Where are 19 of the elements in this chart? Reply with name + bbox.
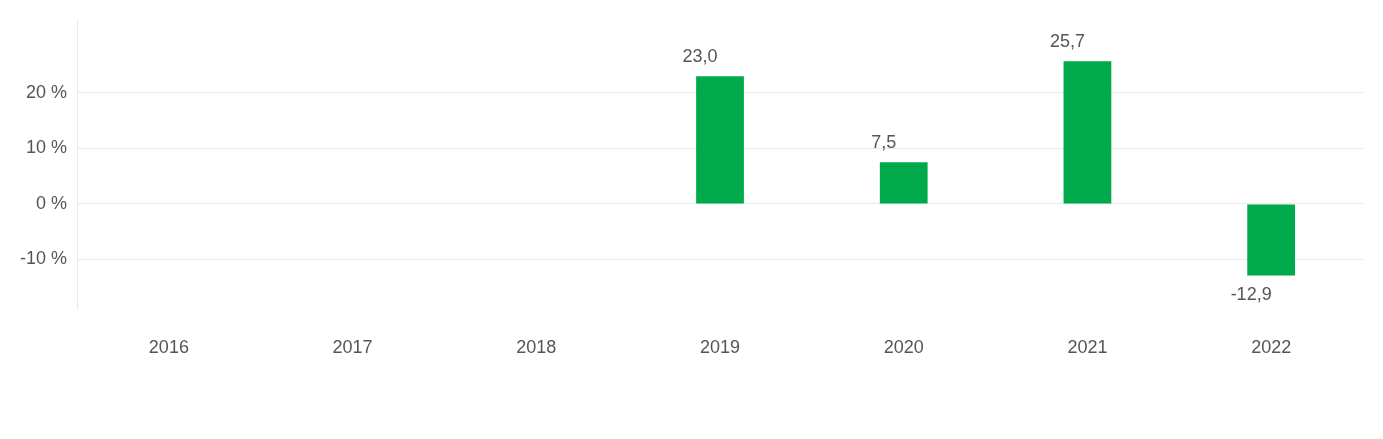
y-tick-label: 20 % <box>25 81 68 102</box>
data-label: 25,7 <box>1049 31 1085 52</box>
x-tick-label: 2020 <box>883 337 924 358</box>
bar <box>1063 61 1112 204</box>
data-label: 23,0 <box>682 46 718 67</box>
x-tick-label: 2022 <box>1251 337 1292 358</box>
data-label: -12,9 <box>1230 283 1272 304</box>
y-tick-label: -10 % <box>19 248 68 269</box>
x-tick-label: 2017 <box>332 337 373 358</box>
bar <box>1247 204 1296 276</box>
x-tick-label: 2018 <box>516 337 557 358</box>
x-tick-label: 2019 <box>699 337 741 358</box>
x-tick-label: 2021 <box>1067 337 1108 358</box>
bar <box>696 76 744 204</box>
data-label: 7,5 <box>871 132 897 153</box>
y-tick-label: 0 % <box>35 192 68 213</box>
bar <box>879 162 928 204</box>
x-tick-label: 2016 <box>148 337 189 358</box>
y-tick-label: 10 % <box>25 137 68 158</box>
